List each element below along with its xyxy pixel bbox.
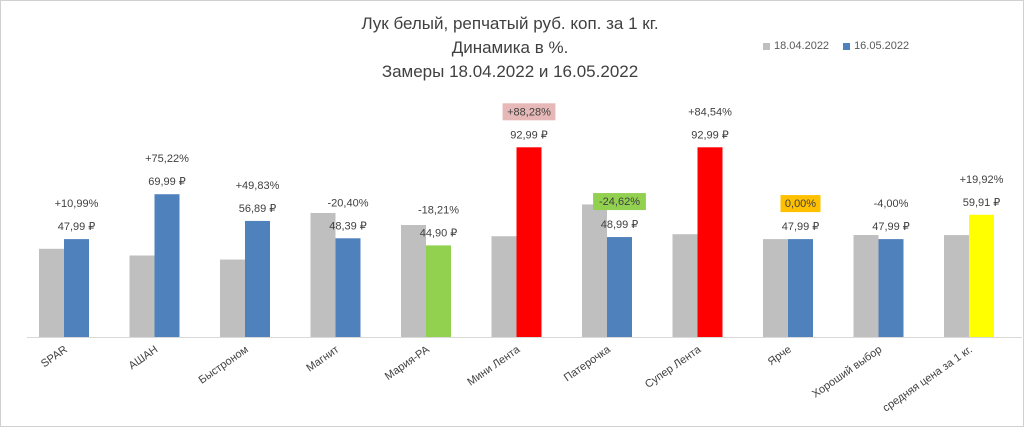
category-label: Мария-РА	[383, 343, 432, 383]
price-label: 69,99 ₽	[148, 176, 186, 188]
price-label: 47,99 ₽	[872, 221, 910, 233]
category-label: Ярче	[766, 344, 794, 369]
bar-series-2	[335, 238, 361, 337]
category-label: Магнит	[304, 344, 341, 375]
change-label: +19,92%	[960, 174, 1004, 186]
price-label: 92,99 ₽	[510, 129, 548, 141]
price-label: 47,99 ₽	[782, 221, 820, 233]
bar-series-2	[245, 220, 270, 337]
bar-series-1	[39, 248, 64, 337]
change-label-highlight	[780, 195, 821, 213]
change-label: -18,21%	[418, 204, 459, 216]
bar-series-1	[763, 239, 788, 337]
price-label: 59,91 ₽	[963, 197, 1001, 209]
category-label: Быстроном	[197, 344, 251, 387]
change-label: +75,22%	[145, 153, 189, 165]
bar-series-1	[853, 235, 879, 337]
price-label: 48,99 ₽	[601, 219, 639, 231]
change-label-highlight	[593, 193, 646, 211]
bar-series-2	[154, 194, 180, 337]
chart-title-line-3: Замеры 18.04.2022 и 16.05.2022	[381, 62, 639, 81]
price-label: 44,90 ₽	[420, 227, 458, 239]
change-label: -20,40%	[328, 197, 369, 209]
bar-series-2	[607, 237, 632, 337]
price-label: 48,39 ₽	[329, 220, 367, 232]
price-label: 47,99 ₽	[58, 221, 96, 233]
legend-label-series-2: 16.05.2022	[854, 40, 910, 52]
category-label: Мини Лента	[465, 343, 523, 388]
bar-series-2	[697, 147, 723, 337]
bar-series-2	[969, 214, 994, 337]
chart-title-line-2: Динамика в %.	[451, 38, 569, 57]
change-label: -24,62%	[599, 196, 640, 208]
bar-series-2	[516, 147, 542, 337]
change-label: +84,54%	[688, 106, 732, 118]
category-label: Патерочка	[562, 343, 614, 384]
change-label: +10,99%	[55, 198, 99, 210]
legend-item-series-1: 18.04.2022	[763, 40, 829, 52]
legend-label-series-1: 18.04.2022	[774, 40, 830, 52]
bar-series-1	[220, 259, 245, 337]
bar-series-2	[878, 239, 904, 337]
bar-series-1	[401, 225, 426, 337]
change-label: +88,28%	[507, 106, 551, 118]
category-label: Хороший выбор	[810, 344, 884, 401]
legend-swatch-series-1	[763, 42, 770, 50]
legend-item-series-2: 16.05.2022	[843, 40, 909, 52]
bar-series-1	[310, 212, 336, 337]
price-label: 92,99 ₽	[691, 129, 729, 141]
category-label: SPAR	[39, 344, 70, 371]
legend-swatch-series-2	[843, 42, 851, 50]
bar-series-2	[64, 239, 89, 337]
change-label: +49,83%	[236, 180, 280, 192]
bar-series-1	[491, 236, 517, 337]
price-label: 56,89 ₽	[239, 203, 277, 215]
change-label: 0,00%	[785, 198, 816, 210]
chart-title-line-1: Лук белый, репчатый руб. коп. за 1 кг.	[361, 14, 659, 33]
bar-series-2	[788, 239, 813, 337]
change-label: -4,00%	[874, 198, 909, 210]
bar-series-1	[672, 234, 698, 337]
bar-series-1	[582, 204, 607, 337]
bar-series-2	[426, 245, 451, 337]
category-label: АШАН	[127, 344, 161, 373]
bar-series-1	[944, 235, 969, 337]
bar-series-1	[129, 255, 155, 337]
category-label: средняя цена за 1 кг.	[881, 344, 975, 415]
category-label: Супер Лента	[643, 343, 704, 391]
chart-legend: 18.04.2022 16.05.2022	[763, 40, 923, 52]
change-label-highlight	[502, 103, 556, 121]
